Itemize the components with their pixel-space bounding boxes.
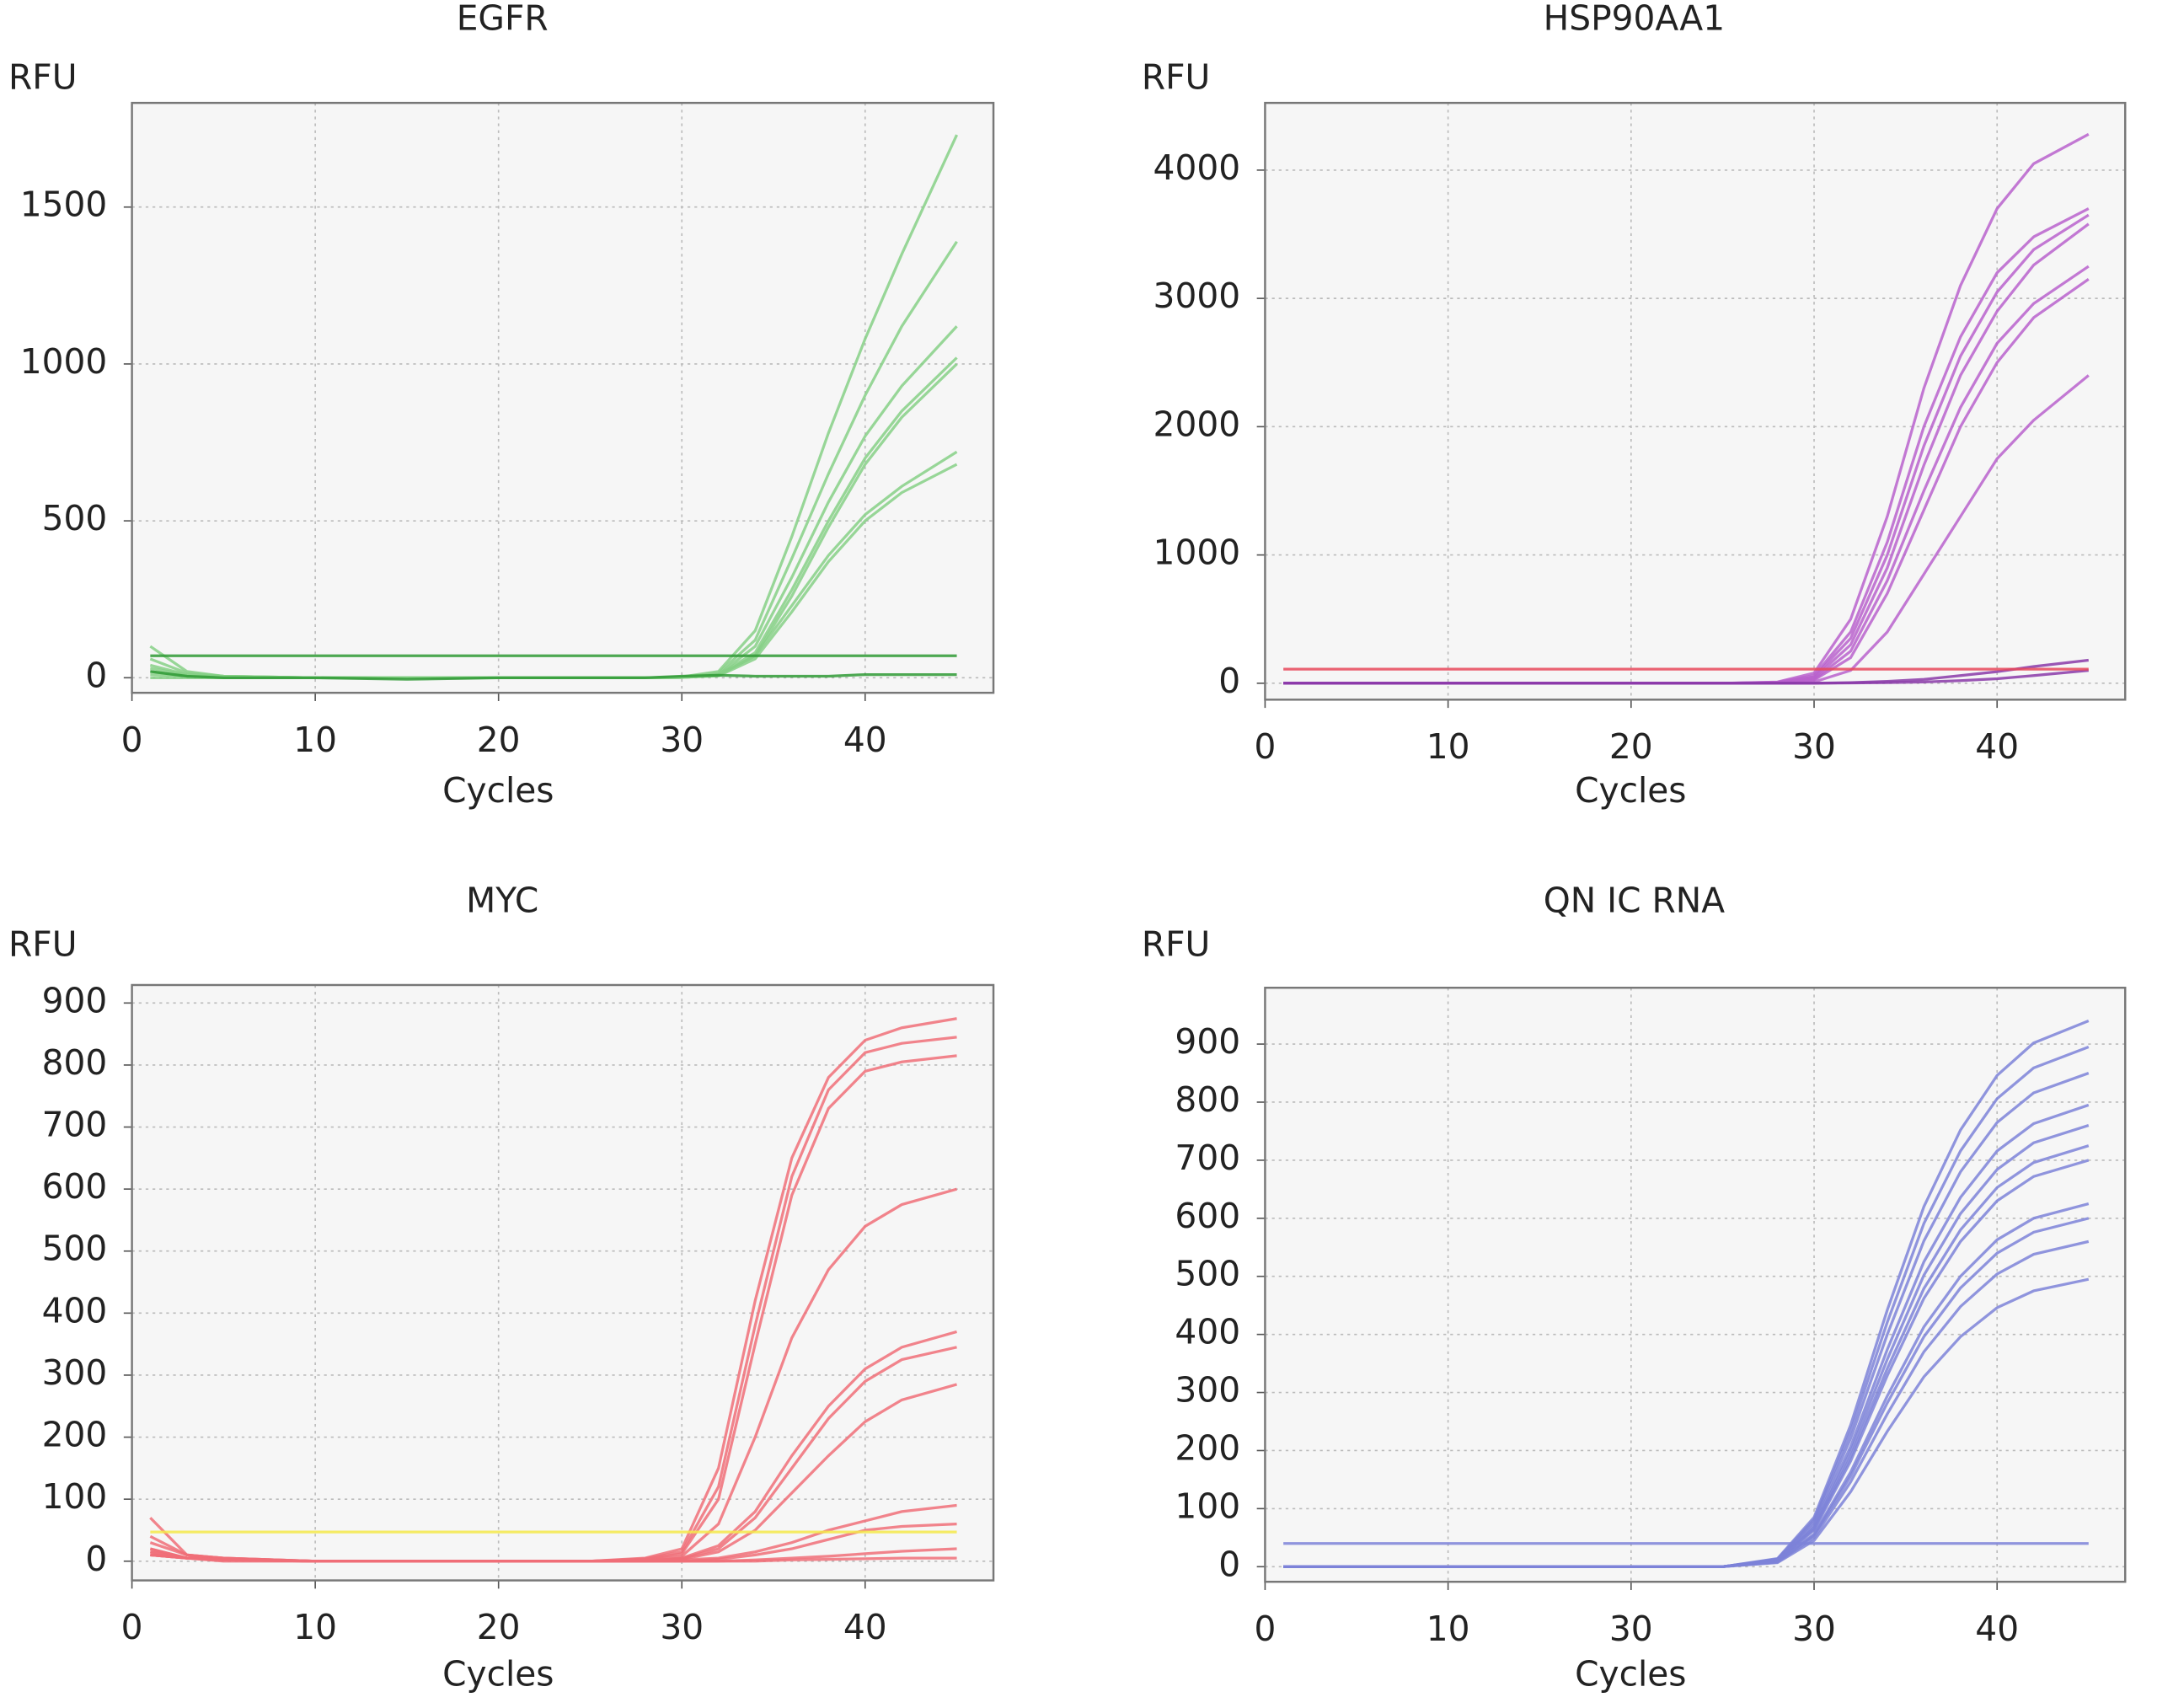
- x-tick-label: 30: [1609, 1609, 1653, 1649]
- y-tick-label: 300: [42, 1352, 108, 1393]
- x-tick-label: 30: [660, 1607, 704, 1647]
- plot-frame: [1264, 987, 2127, 1583]
- y-tick-label: 900: [42, 980, 108, 1020]
- y-axis-label: RFU: [1142, 56, 1210, 97]
- y-tick-label: 500: [1175, 1254, 1240, 1294]
- curve: [1283, 669, 2089, 685]
- y-tick-label: 700: [42, 1105, 108, 1145]
- x-tick-label: 0: [121, 1607, 143, 1647]
- x-tick-label: 40: [1975, 1609, 2019, 1649]
- x-tick-label: 40: [843, 720, 887, 760]
- chart-title: EGFR: [457, 0, 549, 38]
- x-tick-label: 10: [293, 1607, 337, 1647]
- x-tick-label: 10: [293, 720, 337, 760]
- x-tick-label: 0: [1254, 726, 1276, 767]
- y-tick-label: 600: [42, 1166, 108, 1207]
- x-axis-label: Cycles: [442, 770, 554, 811]
- y-axis-label: RFU: [1142, 924, 1210, 964]
- y-axis-label: RFU: [8, 924, 77, 964]
- x-axis-label: Cycles: [1575, 770, 1686, 811]
- curve: [150, 1553, 957, 1563]
- y-tick-label: 300: [1175, 1370, 1240, 1411]
- panel: EGFR RFU Cycles 0 10 20 30 40 0 500 1000 1500: [8, 0, 995, 811]
- plot-area: [131, 984, 994, 1581]
- y-tick-label: 0: [1218, 661, 1240, 701]
- plot-frame: [131, 101, 995, 694]
- curve: [1283, 1277, 2090, 1568]
- x-tick-label: 40: [843, 1607, 887, 1647]
- y-axis-label: RFU: [8, 56, 77, 97]
- x-tick-label: 30: [660, 720, 704, 760]
- curve: [150, 670, 957, 681]
- x-tick-label: 10: [1426, 726, 1470, 767]
- y-tick-label: 3000: [1153, 276, 1241, 316]
- y-tick-label: 0: [85, 655, 107, 695]
- y-tick-label: 700: [1175, 1138, 1240, 1178]
- y-tick-label: 800: [42, 1042, 108, 1083]
- chart-title: QN IC RNA: [1544, 880, 1725, 920]
- y-tick-label: 1500: [20, 185, 108, 225]
- y-tick-label: 200: [1175, 1427, 1240, 1468]
- y-tick-label: 900: [1175, 1021, 1240, 1062]
- plot-area: [1265, 103, 2126, 700]
- x-axis-label: Cycles: [1575, 1654, 1686, 1695]
- x-tick-label: 20: [477, 1607, 521, 1647]
- x-tick-label: 10: [1426, 1609, 1470, 1649]
- y-tick-label: 400: [1175, 1312, 1240, 1352]
- plot-area: [1265, 988, 2126, 1582]
- y-tick-label: 100: [42, 1476, 108, 1517]
- plot-area: [131, 103, 994, 693]
- y-tick-label: 100: [1175, 1486, 1240, 1526]
- y-tick-label: 500: [42, 498, 108, 538]
- plot-frame: [131, 983, 995, 1582]
- x-axis-label: Cycles: [442, 1654, 554, 1695]
- y-tick-label: 1000: [1153, 533, 1241, 573]
- x-tick-label: 0: [1254, 1609, 1276, 1649]
- y-tick-label: 800: [1175, 1079, 1240, 1120]
- y-tick-label: 0: [85, 1539, 107, 1579]
- x-tick-label: 30: [1792, 1609, 1836, 1649]
- y-tick-label: 400: [42, 1290, 108, 1331]
- y-tick-label: 600: [1175, 1196, 1240, 1236]
- x-tick-label: 30: [1792, 726, 1836, 767]
- x-tick-label: 40: [1975, 726, 2019, 767]
- panel: HSP90AA1 RFU Cycles 0 10 20 30 40 0 1000 2000 3000 4…: [1142, 0, 2127, 811]
- y-tick-label: 0: [1218, 1544, 1240, 1584]
- y-tick-label: 2000: [1153, 404, 1241, 444]
- x-tick-label: 0: [121, 720, 143, 760]
- y-tick-label: 1000: [20, 341, 108, 382]
- y-tick-label: 4000: [1153, 147, 1241, 188]
- chart-title: MYC: [466, 880, 538, 920]
- x-tick-label: 20: [1609, 726, 1653, 767]
- chart-title: HSP90AA1: [1544, 0, 1725, 38]
- y-tick-label: 200: [42, 1415, 108, 1455]
- plot-frame: [1264, 101, 2127, 701]
- x-tick-label: 20: [477, 720, 521, 760]
- y-tick-label: 500: [42, 1229, 108, 1269]
